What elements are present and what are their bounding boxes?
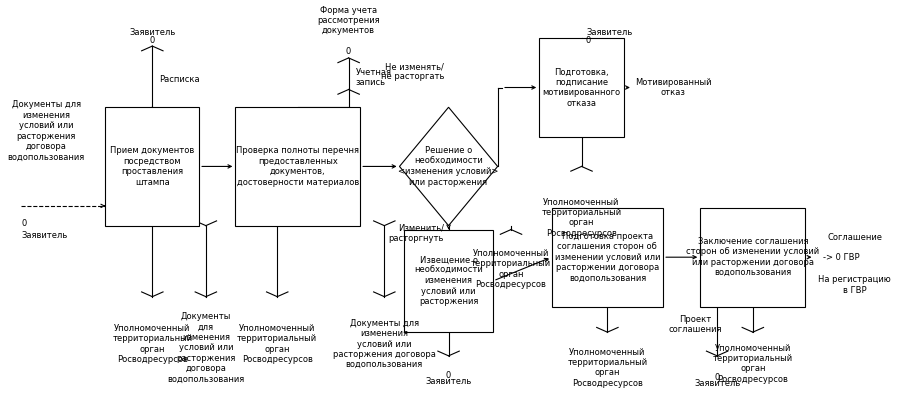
- FancyBboxPatch shape: [551, 208, 663, 307]
- Text: Документы для
изменения
условий или
расторжения
договора
водопользования: Документы для изменения условий или раст…: [7, 101, 84, 162]
- Polygon shape: [399, 107, 498, 226]
- Text: Уполномоченный
территориальный
орган
Росводресурсов: Уполномоченный территориальный орган Рос…: [541, 198, 621, 238]
- Text: Заявитель: Заявитель: [694, 379, 740, 388]
- Text: На регистрацию
в ГВР: На регистрацию в ГВР: [818, 275, 891, 295]
- Text: Мотивированный
отказ: Мотивированный отказ: [635, 78, 711, 97]
- Text: Уполномоченный
территориальный
орган
Росводресурсов: Уполномоченный территориальный орган Рос…: [237, 324, 317, 364]
- Text: Изменить/
расторгнуть: Изменить/ расторгнуть: [389, 224, 444, 243]
- Text: Учетная
запись: Учетная запись: [356, 68, 392, 88]
- Text: Проверка полноты перечня
предоставленных
документов,
достоверности материалов: Проверка полноты перечня предоставленных…: [236, 147, 359, 187]
- FancyBboxPatch shape: [404, 230, 493, 332]
- Text: Решение о
необходимости
<изменения условий>
или расторжения: Решение о необходимости <изменения услов…: [398, 147, 499, 187]
- Text: 0: 0: [446, 371, 451, 380]
- Text: 0: 0: [715, 373, 720, 382]
- Text: Уполномоченный
территориальный
орган
Росводресурсов: Уполномоченный территориальный орган Рос…: [567, 348, 648, 388]
- Text: 0: 0: [346, 48, 351, 57]
- FancyBboxPatch shape: [700, 208, 805, 307]
- Text: Документы для
изменения
условий или
расторжения договора
водопользования: Документы для изменения условий или раст…: [333, 319, 435, 369]
- Text: 0: 0: [21, 219, 26, 228]
- Text: Извещение о
необходимости
изменения
условий или
расторжения: Извещение о необходимости изменения усло…: [414, 255, 483, 306]
- Text: 0: 0: [586, 36, 591, 45]
- Text: 0: 0: [150, 36, 155, 45]
- FancyBboxPatch shape: [235, 107, 360, 226]
- Text: Уполномоченный
территориальный
орган
Росводресурсов: Уполномоченный территориальный орган Рос…: [112, 324, 192, 364]
- Text: Не изменять/
не расторгать: Не изменять/ не расторгать: [381, 62, 444, 82]
- Text: Форма учета
рассмотрения
документов: Форма учета рассмотрения документов: [317, 6, 380, 35]
- Text: Уполномоченный
территориальный
орган
Росводресурсов: Уполномоченный территориальный орган Рос…: [471, 249, 551, 289]
- Text: Соглашение: Соглашение: [827, 233, 882, 242]
- Text: Заявитель: Заявитель: [129, 28, 175, 37]
- Text: Заявитель: Заявитель: [586, 28, 632, 37]
- FancyBboxPatch shape: [105, 107, 200, 226]
- Text: Подготовка проекта
соглашения сторон об
изменении условий или
расторжении догово: Подготовка проекта соглашения сторон об …: [555, 232, 660, 282]
- Text: Заявитель: Заявитель: [425, 377, 472, 386]
- Text: Документы
для
изменения
условий или
расторжения
договора
водопользования: Документы для изменения условий или раст…: [167, 312, 245, 384]
- Text: -> 0 ГВР: -> 0 ГВР: [823, 253, 860, 262]
- Text: Уполномоченный
территориальный
орган
Росводресурсов: Уполномоченный территориальный орган Рос…: [713, 344, 793, 384]
- FancyBboxPatch shape: [539, 38, 624, 137]
- Text: Заключение соглашения
сторон об изменении условий
или расторжении договора
водоп: Заключение соглашения сторон об изменени…: [687, 237, 819, 277]
- Text: Расписка: Расписка: [160, 75, 200, 84]
- Text: Подготовка,
подписание
мотивированного
отказа: Подготовка, подписание мотивированного о…: [542, 67, 620, 108]
- Text: Прием документов
посредством
проставления
штампа: Прием документов посредством проставлени…: [110, 147, 194, 187]
- Text: Заявитель: Заявитель: [21, 231, 67, 240]
- Text: Проект
соглашения: Проект соглашения: [668, 314, 722, 334]
